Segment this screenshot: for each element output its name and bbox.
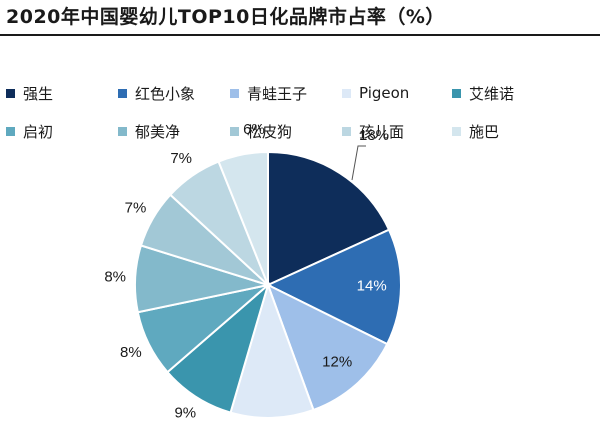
legend-item: 艾维诺	[452, 84, 515, 103]
legend-label: 启初	[23, 122, 54, 141]
pie-slice	[267, 150, 391, 287]
legend-label: 松皮狗	[247, 122, 293, 141]
legend-swatch	[452, 126, 461, 136]
legend-label: 郁美净	[135, 122, 181, 141]
legend-item: 启初	[6, 122, 54, 141]
legend-item: 施巴	[452, 122, 500, 141]
legend-label: 青蛙王子	[247, 84, 308, 103]
data-label: 8%	[120, 344, 142, 361]
data-label: 7%	[170, 150, 192, 167]
legend-swatch	[118, 126, 127, 136]
data-label: 9%	[174, 405, 196, 422]
data-label: 8%	[104, 269, 126, 286]
legend-swatch	[452, 88, 461, 98]
legend-item: 青蛙王子	[230, 84, 308, 103]
data-label: 12%	[322, 353, 352, 370]
legend-item: 强生	[6, 84, 54, 103]
legend-swatch	[6, 126, 15, 136]
data-label: 18%	[359, 127, 389, 144]
legend-label: 强生	[23, 84, 54, 103]
legend-label: 孩儿面	[359, 122, 405, 141]
legend-swatch	[230, 88, 239, 98]
pie-slice	[265, 228, 402, 346]
legend-swatch	[118, 88, 127, 98]
legend-swatch	[342, 126, 351, 136]
legend-label: 艾维诺	[469, 84, 515, 103]
data-label: 14%	[357, 278, 387, 295]
legend-item: 郁美净	[118, 122, 181, 141]
legend-label: 施巴	[469, 122, 500, 141]
legend-item: Pigeon	[342, 84, 409, 102]
legend-item: 红色小象	[118, 84, 196, 103]
data-label: 7%	[125, 199, 147, 216]
pie-slice	[266, 282, 389, 412]
label-leader-line	[351, 145, 366, 181]
legend-item: 松皮狗	[230, 122, 293, 141]
legend-swatch	[230, 126, 239, 136]
pie-slice	[217, 150, 269, 286]
legend-label: 红色小象	[135, 84, 196, 103]
data-label: 6%	[243, 121, 265, 138]
pie-slice	[229, 281, 315, 419]
legend-swatch	[6, 88, 15, 98]
legend-label: Pigeon	[359, 84, 410, 102]
chart-title: 2020年中国婴幼儿TOP10日化品牌市占率（%）	[6, 6, 445, 28]
title-divider	[0, 34, 600, 36]
legend-swatch	[342, 88, 351, 98]
legend-item: 孩儿面	[342, 122, 405, 141]
